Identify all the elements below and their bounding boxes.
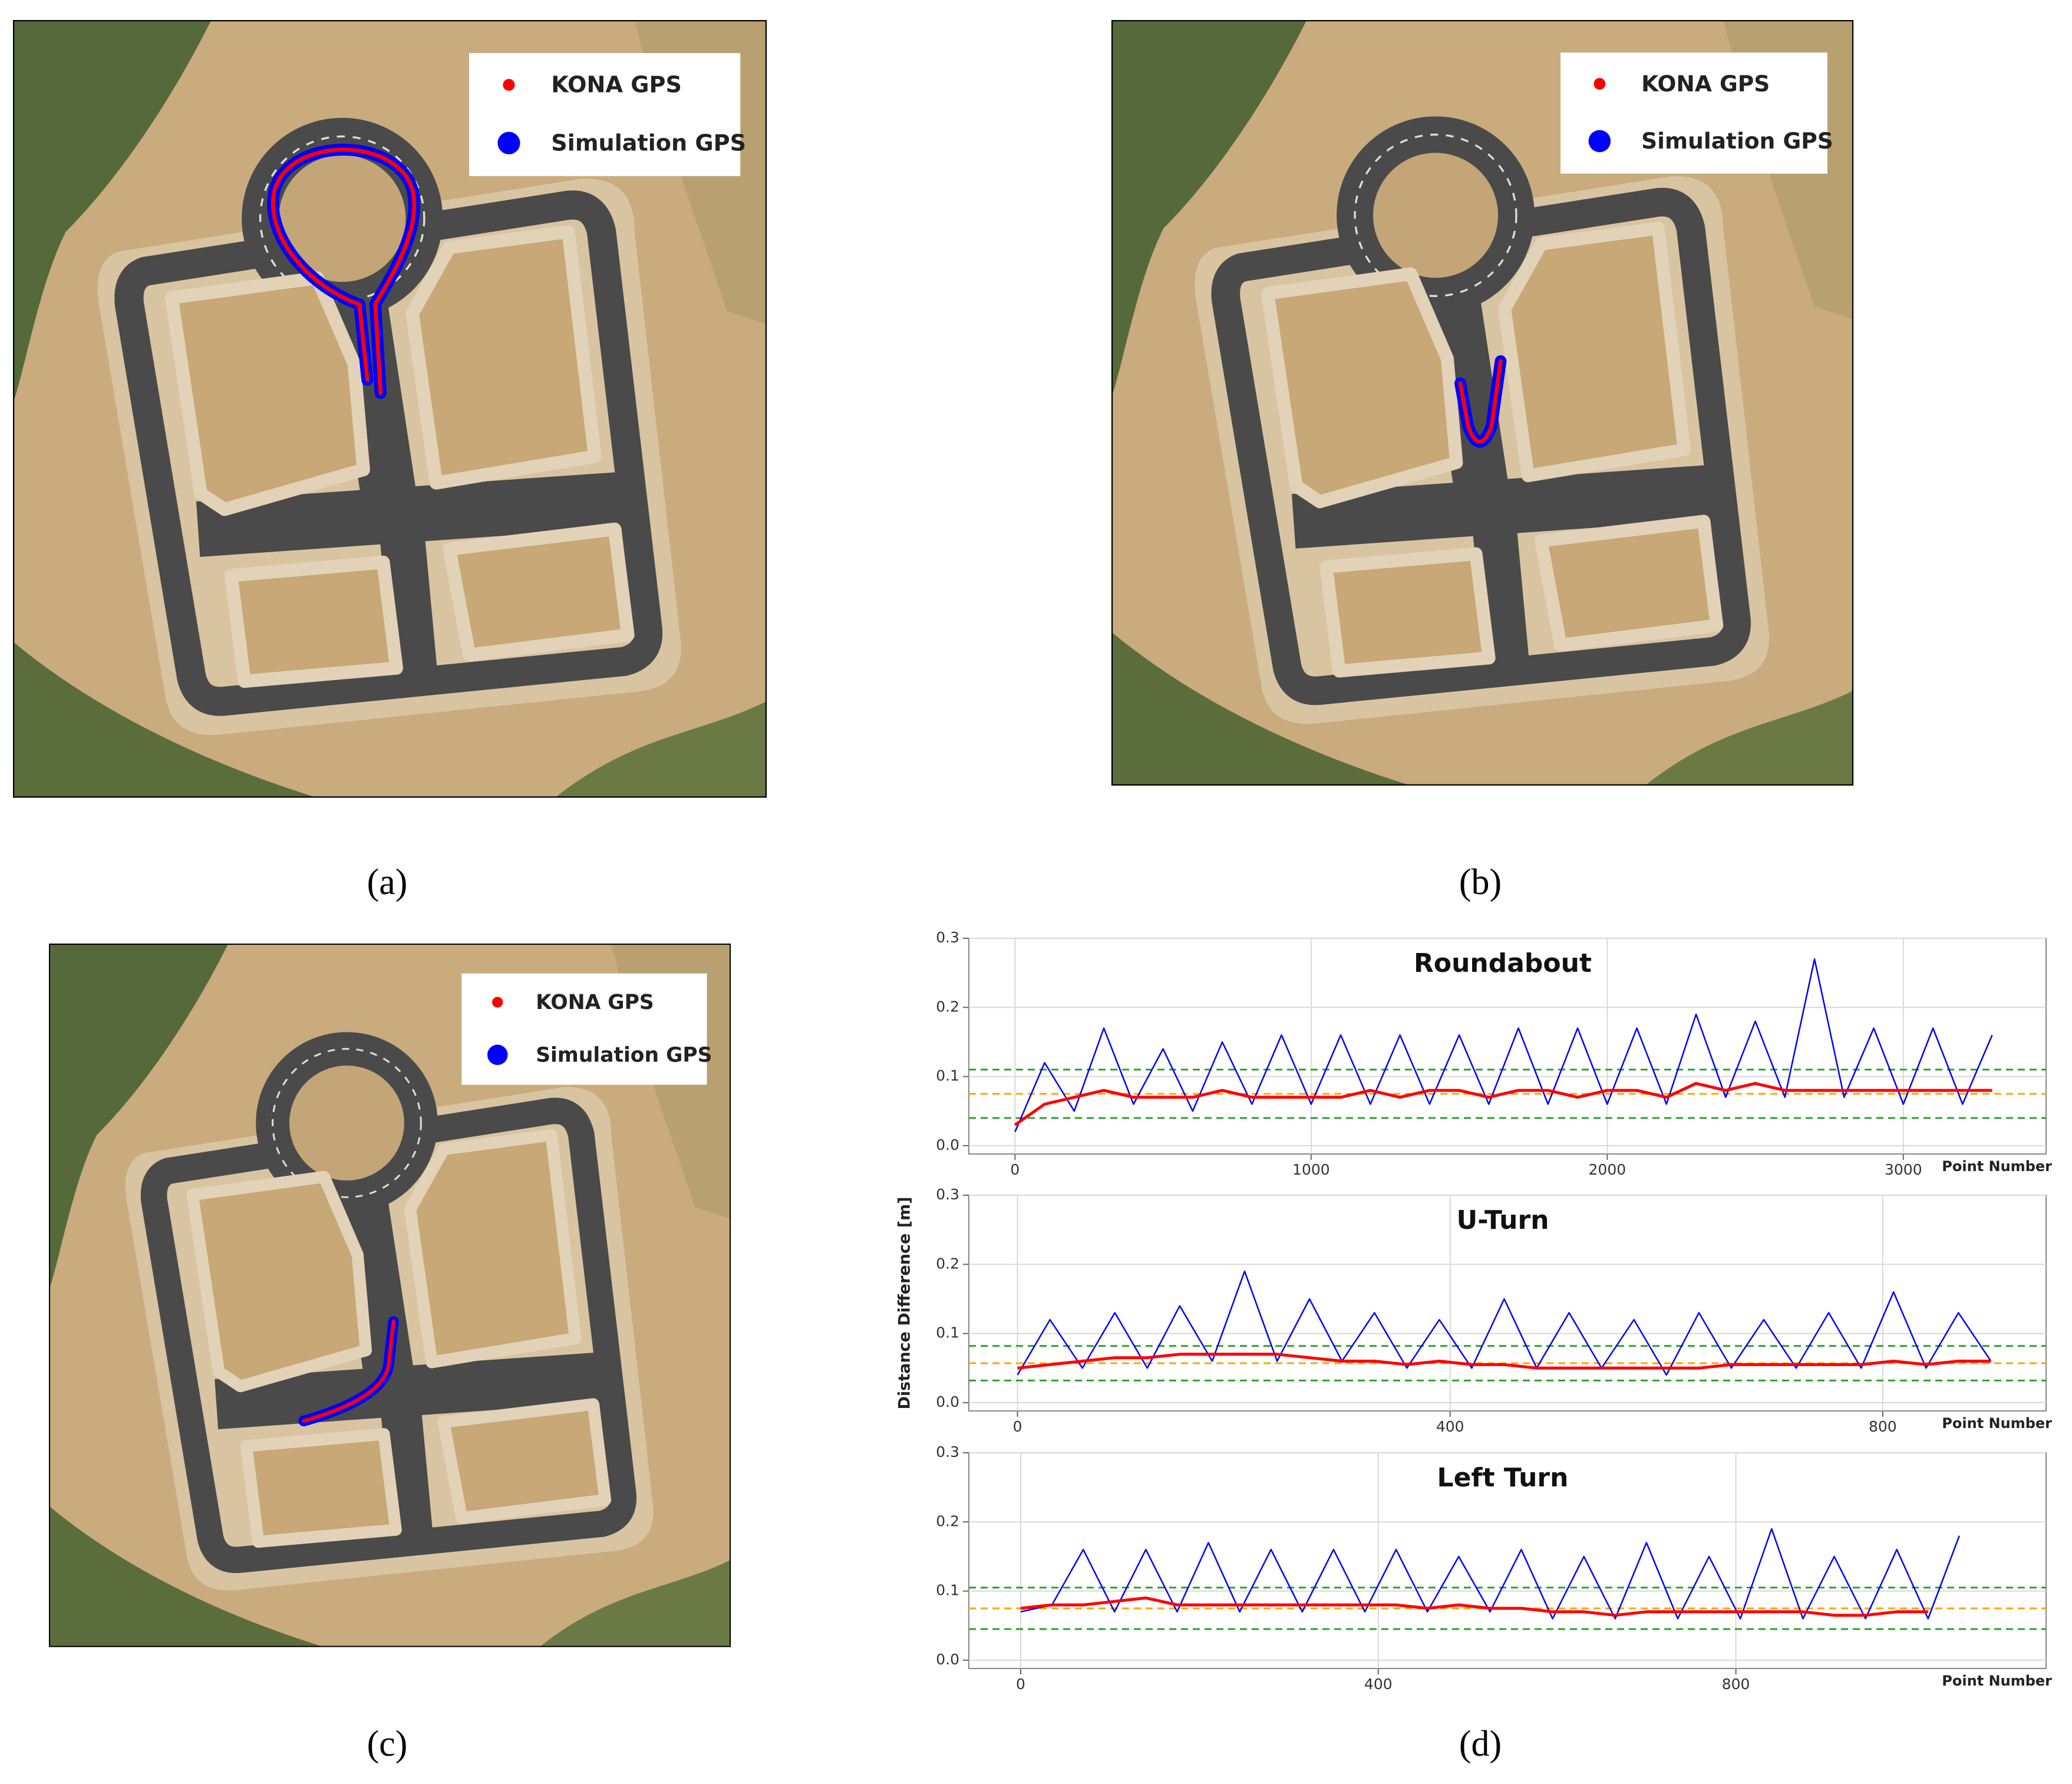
- plot-area: [968, 1195, 2047, 1412]
- legend-marker: [497, 131, 520, 154]
- data-line: [1014, 1081, 1992, 1126]
- x-tick-label: 0: [1013, 1418, 1022, 1435]
- legend-box: [461, 973, 707, 1085]
- x-tick-label: 1000: [1292, 1161, 1330, 1178]
- y-tick-label: 0.0: [936, 1651, 959, 1668]
- chart-title: Roundabout: [1414, 948, 1592, 978]
- x-tick-label: 800: [1722, 1676, 1750, 1693]
- chart-title: U-Turn: [1456, 1205, 1549, 1235]
- map-panel: KONA GPS Simulation GPS: [13, 20, 767, 797]
- chart-title: Left Turn: [1437, 1463, 1569, 1493]
- data-line: [1020, 1596, 1928, 1617]
- y-tick-label: 0.2: [936, 1512, 959, 1529]
- panel-caption: (c): [367, 1724, 408, 1764]
- legend-label: KONA GPS: [536, 991, 654, 1014]
- legend-label: Simulation GPS: [536, 1043, 712, 1067]
- data-line: [1014, 958, 1993, 1132]
- x-tick-label: 400: [1436, 1418, 1464, 1435]
- map-panel: KONA GPS Simulation GPS: [1111, 20, 1853, 786]
- legend-label: Simulation GPS: [551, 130, 746, 156]
- x-tick-label: 2000: [1589, 1161, 1626, 1178]
- panel-caption: (d): [1459, 1724, 1502, 1764]
- legend-marker: [492, 997, 503, 1008]
- legend-box: [1560, 52, 1827, 174]
- legend-label: KONA GPS: [551, 72, 682, 98]
- y-tick-label: 0.1: [936, 1067, 959, 1084]
- x-axis-label: Point Number: [1942, 1415, 2052, 1432]
- map-panel: KONA GPS Simulation GPS: [49, 944, 731, 1647]
- y-axis-label: Distance Difference [m]: [896, 1196, 914, 1409]
- legend-marker: [503, 78, 515, 91]
- kona-trajectory: [302, 1320, 395, 1423]
- x-tick-label: 0: [1016, 1676, 1025, 1693]
- x-tick-label: 3000: [1885, 1161, 1922, 1178]
- kona-trajectory: [1458, 359, 1503, 444]
- x-tick-label: 400: [1364, 1676, 1393, 1693]
- y-tick-label: 0.3: [936, 1186, 959, 1203]
- legend-label: KONA GPS: [1641, 71, 1770, 97]
- y-tick-label: 0.3: [936, 1443, 959, 1460]
- legend-marker: [1593, 78, 1606, 90]
- legend-marker: [1588, 130, 1611, 153]
- y-tick-label: 0.2: [936, 1255, 959, 1272]
- y-tick-label: 0.1: [936, 1582, 959, 1599]
- x-axis-label: Point Number: [1942, 1673, 2052, 1689]
- y-tick-label: 0.0: [936, 1136, 959, 1153]
- panel-caption: (a): [367, 862, 408, 902]
- data-line: [1017, 1270, 1992, 1376]
- data-line: [1017, 1353, 1991, 1370]
- kona-trajectory: [271, 147, 417, 395]
- plot-area: [968, 1452, 2047, 1669]
- legend-box: [469, 53, 741, 176]
- panel-caption: (b): [1459, 862, 1502, 902]
- legend-marker: [487, 1044, 508, 1066]
- x-tick-label: 0: [1010, 1161, 1019, 1178]
- x-axis-label: Point Number: [1942, 1158, 2052, 1175]
- data-line: [1020, 1528, 1960, 1620]
- y-tick-label: 0.0: [936, 1393, 959, 1410]
- legend-label: Simulation GPS: [1641, 128, 1833, 154]
- y-tick-label: 0.3: [936, 929, 959, 946]
- x-tick-label: 800: [1869, 1418, 1897, 1435]
- y-tick-label: 0.2: [936, 998, 959, 1015]
- y-tick-label: 0.1: [936, 1324, 959, 1341]
